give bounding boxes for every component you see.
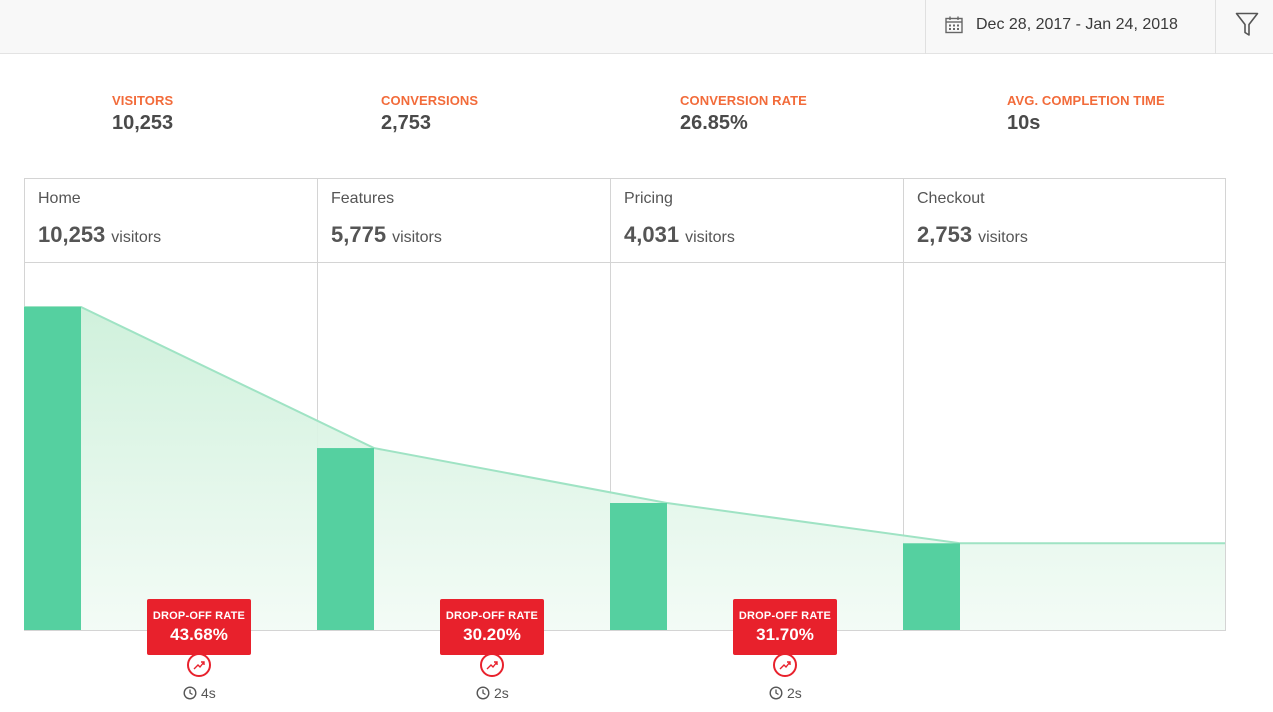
stage-unit: visitors [685,229,735,246]
stat-conversion-rate: CONVERSION RATE 26.85% [680,93,807,135]
trend-icon [773,653,797,677]
trend-icon [480,653,504,677]
stage-header-home: Home 10,253 visitors [24,178,317,262]
funnel-bar-features [317,448,374,630]
drop-off-value: 30.20% [463,625,521,644]
stage-count-value: 4,031 [624,222,680,247]
clock-icon [476,686,490,700]
completion-time-value: 2s [494,685,509,701]
stat-visitors: VISITORS 10,253 [112,93,173,135]
stage-unit: visitors [392,229,442,246]
funnel-bar-pricing [610,503,667,630]
stage-name: Pricing [624,190,673,207]
stage-count-value: 10,253 [38,222,106,247]
stage-count: 10,253 visitors [38,222,161,248]
clock-icon [183,686,197,700]
stage-unit: visitors [111,229,162,246]
stat-label: VISITORS [112,93,174,108]
completion-time: 2s [476,685,509,701]
date-range-picker[interactable]: Dec 28, 2017 - Jan 24, 2018 [925,0,1215,54]
stage-count-value: 5,775 [331,222,387,247]
stage-name: Checkout [917,190,985,207]
drop-off-label: DROP-OFF RATE [152,610,246,622]
stat-value: 10s [1007,112,1041,134]
completion-time-value: 4s [201,685,216,701]
stat-value: 2,753 [381,112,432,134]
stage-unit: visitors [978,229,1028,246]
filter-button[interactable] [1215,0,1273,54]
drop-off-badge: DROP-OFF RATE 31.70% [733,599,837,655]
stat-value: 26.85% [680,112,748,134]
stage-count: 4,031 visitors [624,222,735,248]
stat-avg-completion-time: AVG. COMPLETION TIME 10s [1007,93,1165,135]
stat-label: CONVERSIONS [381,93,479,108]
stage-name: Features [331,190,395,207]
drop-off-label: DROP-OFF RATE [738,610,832,622]
funnel-bar-home [24,307,81,630]
stat-label: AVG. COMPLETION TIME [1007,93,1165,108]
filter-icon [1235,12,1259,36]
funnel-bar-checkout [903,543,960,630]
completion-time: 2s [769,685,802,701]
top-toolbar: Dec 28, 2017 - Jan 24, 2018 [0,0,1273,54]
drop-off-label: DROP-OFF RATE [445,610,539,622]
completion-time: 4s [183,685,216,701]
completion-time-value: 2s [787,685,802,701]
stat-conversions: CONVERSIONS 2,753 [381,93,478,135]
stage-name: Home [38,190,81,207]
stage-count: 5,775 visitors [331,222,442,248]
drop-off-badge: DROP-OFF RATE 43.68% [147,599,251,655]
stage-header-pricing: Pricing 4,031 visitors [610,178,903,262]
stage-count: 2,753 visitors [917,222,1028,248]
clock-icon [769,686,783,700]
drop-off-badge: DROP-OFF RATE 30.20% [440,599,544,655]
calendar-icon [945,16,963,39]
trend-icon [187,653,211,677]
stat-label: CONVERSION RATE [680,93,807,108]
stage-header-features: Features 5,775 visitors [317,178,610,262]
drop-off-value: 31.70% [756,625,814,644]
date-range-text: Dec 28, 2017 - Jan 24, 2018 [976,16,1178,33]
stat-value: 10,253 [112,112,174,134]
drop-off-value: 43.68% [170,625,228,644]
stage-header-checkout: Checkout 2,753 visitors [903,178,1225,262]
stage-count-value: 2,753 [917,222,973,247]
